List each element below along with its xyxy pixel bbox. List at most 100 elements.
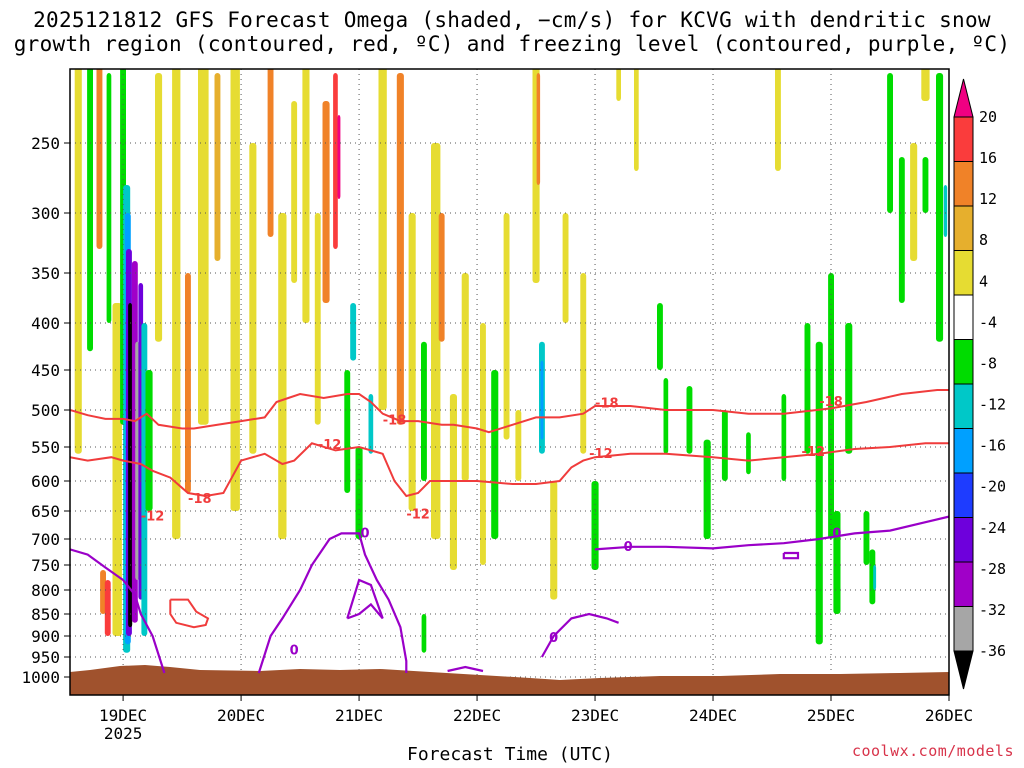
colorbar-label: 20 xyxy=(979,108,997,126)
colorbar-label: 16 xyxy=(979,149,997,167)
colorbar-label: -20 xyxy=(979,478,1006,496)
y-tick-label: 550 xyxy=(31,438,60,457)
omega-cell xyxy=(337,115,341,199)
omega-cell xyxy=(910,143,918,261)
omega-cell xyxy=(898,157,905,303)
omega-cell xyxy=(943,185,948,237)
contour-label: 0 xyxy=(360,526,369,541)
colorbar-cell xyxy=(953,250,974,296)
x-tick-label: 19DEC xyxy=(99,706,147,725)
y-tick-label: 400 xyxy=(31,314,60,333)
omega-cell xyxy=(921,69,930,101)
contour-label: 0 xyxy=(832,526,841,541)
omega-cell xyxy=(291,101,298,283)
colorbar-cell xyxy=(953,339,974,385)
contour-label: -12 xyxy=(141,510,165,525)
omega-cell xyxy=(355,447,363,539)
contour-label: -12 xyxy=(406,507,430,522)
y-tick-label: 250 xyxy=(31,134,60,153)
colorbar-label: -4 xyxy=(979,313,997,331)
x-tick-label: 26DEC xyxy=(925,706,973,725)
y-tick-label: 650 xyxy=(31,502,60,521)
y-tick-label: 350 xyxy=(31,264,60,283)
contour-label: -18 xyxy=(595,397,619,412)
omega-cell xyxy=(863,511,870,565)
y-tick-label: 700 xyxy=(31,530,60,549)
freezing-level-contour xyxy=(594,515,949,551)
x-tick-label: 25DEC xyxy=(807,706,855,725)
omega-cell xyxy=(135,341,140,580)
omega-cell xyxy=(503,213,510,440)
omega-cell xyxy=(580,273,587,454)
colorbar-cell xyxy=(953,428,974,474)
colorbar-cell xyxy=(953,116,974,162)
omega-cell xyxy=(869,549,876,605)
colorbar: -36 -32 -28 -24 -20 -16 -12 -8 -4 4 8 12 16 20 xyxy=(953,78,1006,690)
omega-cell xyxy=(302,69,310,323)
x-tick-label: 22DEC xyxy=(453,706,501,725)
y-tick-label: 500 xyxy=(31,401,60,420)
omega-cell xyxy=(172,69,181,539)
colorbar-label: -12 xyxy=(979,396,1006,414)
omega-cell xyxy=(104,580,111,636)
omega-cell xyxy=(781,0,787,17)
omega-cell xyxy=(267,69,274,237)
y-tick-label: 950 xyxy=(31,648,60,667)
colorbar-label: 4 xyxy=(979,272,988,290)
colorbar-cell xyxy=(953,472,974,518)
omega-shading-field xyxy=(74,0,948,653)
contour-label: -18 xyxy=(819,395,843,410)
omega-cell xyxy=(562,213,569,323)
omega-cell xyxy=(616,69,621,101)
omega-cell xyxy=(421,341,427,481)
chart-title-line-1: 2025121812 GFS Forecast Omega (shaded, −… xyxy=(33,8,991,32)
colorbar-label: -32 xyxy=(979,601,1006,619)
omega-cell xyxy=(344,370,351,493)
colorbar-cell xyxy=(953,205,974,251)
y-tick-label: 750 xyxy=(31,556,60,575)
colorbar-label: -28 xyxy=(979,560,1006,578)
omega-cell xyxy=(935,3,940,59)
omega-cell xyxy=(106,73,112,323)
omega-cell xyxy=(322,101,330,303)
contour-labels: -12 -18 -18 -12 -12 -18 -12 -18 -12 0 0 0 0 0 xyxy=(141,395,843,659)
omega-cell xyxy=(155,73,163,342)
omega-cell xyxy=(100,570,106,614)
omega-cell xyxy=(540,360,544,440)
omega-cell xyxy=(828,273,834,539)
freezing-level-contour xyxy=(346,578,384,620)
colorbar-label: -24 xyxy=(979,519,1006,537)
omega-cell xyxy=(936,73,944,342)
omega-cell xyxy=(74,69,82,454)
omega-cell xyxy=(87,69,93,352)
contour-lines xyxy=(70,389,949,674)
x-tick-label: 21DEC xyxy=(335,706,383,725)
contour-label: 0 xyxy=(624,540,633,555)
omega-cell xyxy=(198,69,209,425)
omega-cell xyxy=(438,213,445,342)
omega-cell xyxy=(634,69,639,171)
colorbar-label: 8 xyxy=(979,231,988,249)
omega-cell xyxy=(815,341,823,645)
x-tick-year: 2025 xyxy=(104,724,143,743)
omega-cell xyxy=(873,565,877,590)
omega-cell xyxy=(128,303,133,628)
omega-cell xyxy=(804,323,811,454)
y-tick-label: 600 xyxy=(31,472,60,491)
contour-label: -18 xyxy=(188,492,212,507)
omega-cell xyxy=(703,439,711,539)
y-tick-label: 850 xyxy=(31,605,60,624)
colorbar-label: -36 xyxy=(979,642,1006,660)
freezing-level-contour xyxy=(70,548,166,674)
omega-cell xyxy=(350,303,357,361)
contour-label: -12 xyxy=(802,445,826,460)
omega-cell xyxy=(515,410,522,481)
colorbar-cap-bottom xyxy=(953,650,974,690)
contour-label: 0 xyxy=(549,631,558,646)
colorbar-cell xyxy=(953,161,974,207)
omega-cell xyxy=(663,378,669,454)
omega-cell xyxy=(845,323,853,454)
dgz-contour-m12 xyxy=(169,598,210,629)
plot-frame xyxy=(69,68,950,696)
